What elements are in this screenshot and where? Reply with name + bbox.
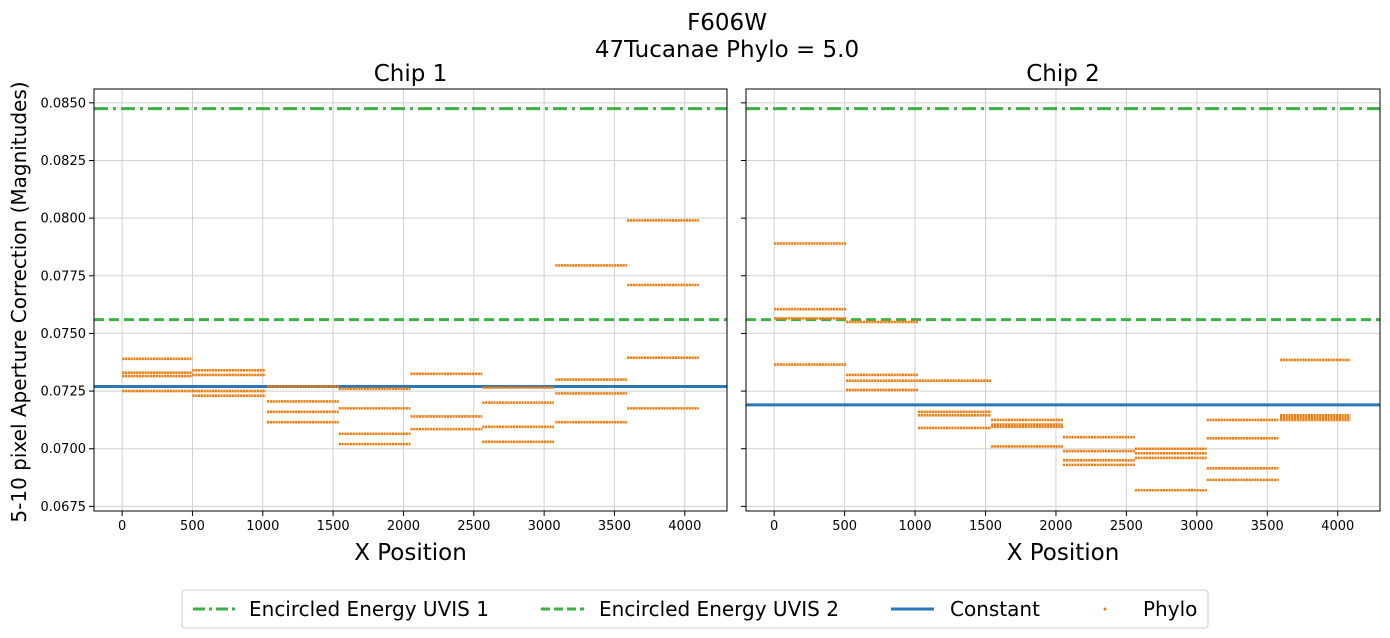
chip1-y-tick-label: 0.0700	[41, 442, 87, 457]
legend-item-ee-uvis2: Encircled Energy UVIS 2	[541, 597, 839, 621]
legend: Encircled Energy UVIS 1 Encircled Energy…	[181, 589, 1209, 629]
chip1-x-tick-label: 2500	[457, 519, 490, 534]
chip2-x-tick-label: 1000	[899, 519, 932, 534]
chip1-x-tick-label: 3000	[528, 519, 561, 534]
chip1-y-tick-label: 0.0800	[41, 212, 87, 227]
figure-title-line2: 47Tucanae Phylo = 5.0	[595, 37, 859, 63]
legend-label-constant: Constant	[950, 597, 1040, 621]
chip2-x-tick-label: 2000	[1039, 519, 1072, 534]
chip2-x-tick-label: 3000	[1180, 519, 1213, 534]
chip1-x-axis-label: X Position	[354, 540, 467, 566]
figure-title-line1: F606W	[687, 10, 767, 36]
chip2-x-tick-label: 0	[770, 519, 778, 534]
chip1-x-tick-label: 1000	[246, 519, 279, 534]
chip1-x-tick-label: 3500	[598, 519, 631, 534]
legend-label-phylo: Phylo	[1143, 597, 1197, 621]
legend-label-ee-uvis1: Encircled Energy UVIS 1	[249, 597, 489, 621]
legend-item-constant: Constant	[891, 597, 1040, 621]
chip2-x-tick-label: 500	[832, 519, 857, 534]
chip1-y-tick-label: 0.0675	[41, 500, 87, 515]
chip2-x-tick-label: 3500	[1251, 519, 1284, 534]
chip1-y-tick-label: 0.0850	[41, 96, 87, 111]
chip2-x-tick-label: 1500	[969, 519, 1002, 534]
chip2-x-axis-label: X Position	[1007, 540, 1120, 566]
chip1-y-tick-label: 0.0825	[41, 154, 87, 169]
chip2-axes-frame	[745, 88, 1381, 512]
chip2-panel: 0 500 1000 1500 2000 2500 3000 3500 4000 Chip 2 X …	[741, 61, 1381, 566]
chip2-title: Chip 2	[1026, 61, 1100, 87]
y-axis-label: 5-10 pixel Aperture Correction (Magnitud…	[7, 81, 31, 522]
chip1-x-tick-label: 1500	[317, 519, 350, 534]
legend-swatch-dot	[1103, 607, 1107, 611]
chip1-title: Chip 1	[374, 61, 448, 87]
chip2-x-tick-label: 2500	[1110, 519, 1143, 534]
chip1-x-tick-label: 4000	[668, 519, 701, 534]
legend-frame	[181, 589, 1209, 629]
chip2-x-tick-label: 4000	[1321, 519, 1354, 534]
legend-item-ee-uvis1: Encircled Energy UVIS 1	[193, 597, 489, 621]
chip1-y-tick-label: 0.0725	[41, 385, 87, 400]
legend-item-phylo: Phylo	[1103, 597, 1197, 621]
chip1-x-tick-label: 0	[118, 519, 126, 534]
chip1-x-tick-label: 500	[180, 519, 205, 534]
chip1-axes-frame	[93, 88, 728, 512]
chip1-y-tick-label: 0.0775	[41, 269, 87, 284]
chip1-panel: 0 500 1000 1500 2000 2500 3000 3500 4000 0.0675 0.…	[41, 61, 728, 566]
legend-label-ee-uvis2: Encircled Energy UVIS 2	[599, 597, 839, 621]
chip1-x-tick-label: 2000	[387, 519, 420, 534]
chip1-y-tick-label: 0.0750	[41, 327, 87, 342]
